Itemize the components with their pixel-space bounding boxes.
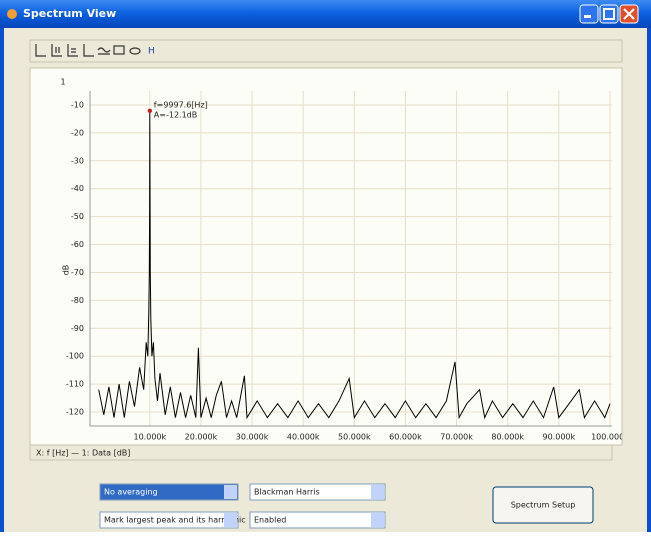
chart-panel [29, 67, 623, 446]
toolbar [29, 39, 623, 63]
y-axis-label: dB [62, 265, 71, 276]
x-tick-label: 70.000k [440, 433, 473, 442]
x-tick-label: 80.000k [491, 433, 524, 442]
close-icon [623, 8, 635, 20]
app-icon [7, 9, 17, 19]
peak-marker [147, 108, 153, 114]
y-tick-label: -50 [71, 212, 84, 221]
y-tick-label: -90 [71, 324, 84, 333]
x-tick-label: 20.000k [185, 433, 218, 442]
spectrum-setup-button[interactable] [492, 486, 594, 524]
y-axis-channel: 1 [60, 78, 65, 87]
x-tick-label: 90.000k [543, 433, 576, 442]
y-tick-label: -20 [71, 128, 84, 137]
spectrum-line [98, 110, 611, 420]
y-tick-label: -80 [71, 296, 84, 305]
y-tick-label: -70 [71, 268, 84, 277]
tool-frame[interactable] [83, 44, 94, 57]
tool-grid-x[interactable] [51, 44, 62, 57]
tool-axes[interactable] [35, 44, 46, 57]
peak-mode-dropdown[interactable] [99, 511, 239, 529]
y-tick-label: -120 [66, 408, 84, 417]
averaging-text: No averaging [104, 488, 158, 497]
legend-strip [29, 444, 613, 461]
window-function-dropdown[interactable] [249, 483, 386, 501]
window-function-text: Blackman Harris [254, 488, 320, 497]
x-tick-label: 60.000k [389, 433, 422, 442]
maximize-icon [603, 8, 615, 20]
x-tick-label: 40.000k [287, 433, 320, 442]
peak-annotation: f=9997.6[Hz] [154, 100, 208, 109]
dropdown-arrow[interactable] [371, 485, 384, 499]
y-tick-label: -110 [66, 380, 84, 389]
tool-curve[interactable] [97, 47, 111, 55]
tool-h[interactable]: H [148, 47, 155, 57]
y-tick-label: -10 [71, 100, 84, 109]
minimize-icon [584, 15, 591, 18]
y-tick-label: -100 [66, 352, 84, 361]
y-tick-label: -40 [71, 184, 84, 193]
dropdown-arrow[interactable] [371, 513, 384, 527]
minimize-button[interactable] [579, 4, 599, 24]
tool-view[interactable] [129, 47, 141, 55]
x-tick-label: 10.000k [134, 433, 167, 442]
title-bar [0, 0, 651, 28]
y-tick-label: -60 [71, 240, 84, 249]
dropdown-arrow[interactable] [224, 513, 237, 527]
x-tick-label: 100.000k [591, 433, 629, 442]
y-tick-label: -30 [71, 156, 84, 165]
maximize-button[interactable] [599, 4, 619, 24]
tool-print[interactable] [113, 45, 125, 55]
spectrum-setup-label: Spectrum Setup [511, 501, 576, 510]
averaging-dropdown[interactable] [99, 483, 239, 501]
peak-state-dropdown[interactable] [249, 511, 386, 529]
x-tick-label: 30.000k [236, 433, 269, 442]
peak-state-text: Enabled [254, 516, 286, 525]
window-title: Spectrum View [23, 7, 116, 20]
peak-mode-text: Mark largest peak and its harmonic [104, 516, 246, 525]
dropdown-arrow[interactable] [224, 485, 237, 499]
x-tick-label: 50.000k [338, 433, 371, 442]
legend-text: X: f [Hz] — 1: Data [dB] [36, 449, 130, 458]
tool-grid-y[interactable] [67, 44, 78, 57]
peak-annotation: A=-12.1dB [154, 110, 197, 119]
